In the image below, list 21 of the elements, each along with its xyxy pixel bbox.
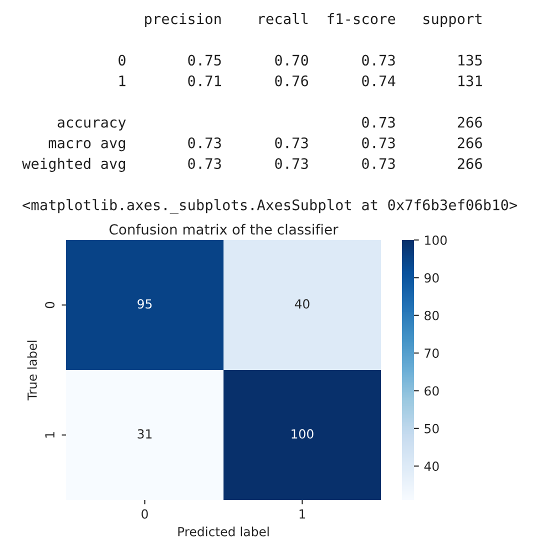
y-axis-title: True label bbox=[27, 340, 37, 400]
color-bar-label: 90 bbox=[424, 273, 439, 283]
x-axis-title: Predicted label bbox=[178, 526, 269, 536]
text: weighted avg 0.73 0.73 0.73 266 bbox=[22, 158, 482, 172]
data-label: 100 bbox=[292, 429, 314, 439]
color-bar-label: 50 bbox=[424, 424, 439, 434]
color-bar-label: 60 bbox=[424, 386, 439, 396]
color-bar-label: 70 bbox=[424, 348, 439, 358]
data-label: 31 bbox=[138, 429, 152, 439]
chart-title: Confusion matrix of the classifier bbox=[110, 224, 338, 235]
text: 0 0.75 0.70 0.73 135 bbox=[118, 54, 482, 66]
text: 1 0.71 0.76 0.74 131 bbox=[119, 75, 482, 86]
text: precision recall f1-score support bbox=[145, 12, 482, 28]
text: macro avg 0.73 0.73 0.73 266 bbox=[48, 137, 482, 152]
data-label: 40 bbox=[294, 299, 310, 309]
color-bar-label: 80 bbox=[424, 310, 439, 320]
color-bar-label: 100 bbox=[425, 235, 447, 245]
color-bar-label: 40 bbox=[424, 462, 439, 472]
text: accuracy 0.73 266 bbox=[58, 116, 482, 131]
text: <matplotlib.axes._subplots.AxesSubplot at 0x7f6b3ef06b10> bbox=[22, 199, 518, 214]
data-label: 95 bbox=[138, 299, 152, 309]
